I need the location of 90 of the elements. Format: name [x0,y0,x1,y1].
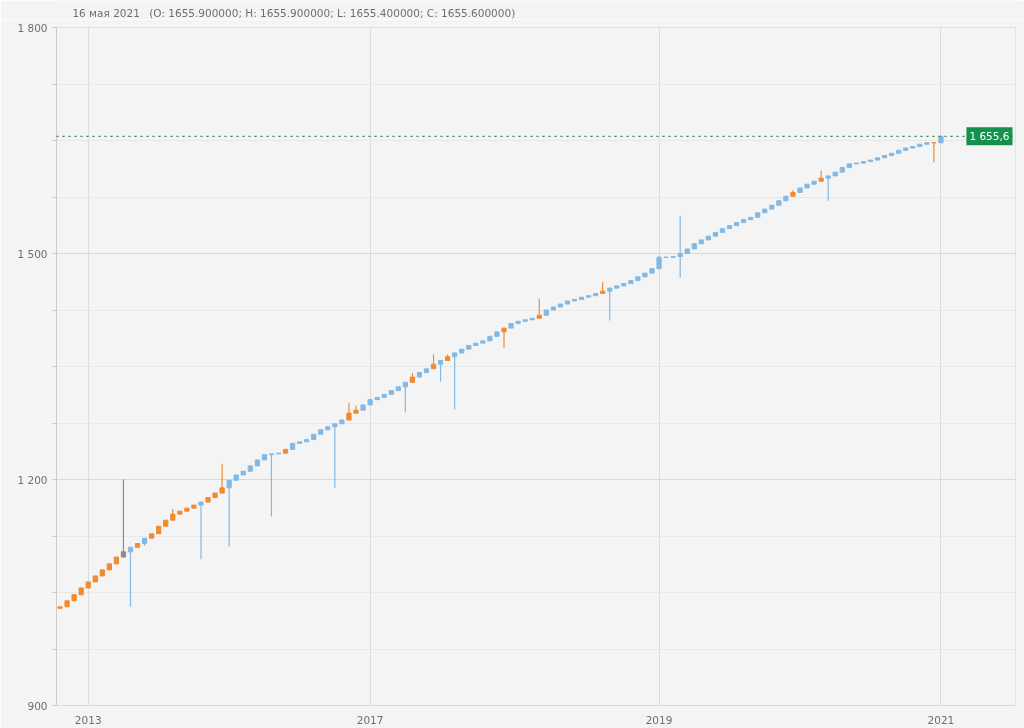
candlestick [642,272,648,278]
candlestick [896,149,902,154]
candlestick [219,463,225,494]
candlestick [346,402,352,421]
candlestick [783,195,789,202]
candlestick [564,300,571,305]
candlestick [797,187,803,193]
x-tick-label: 2019 [645,713,673,726]
candlestick [226,479,232,548]
candlestick [247,465,253,472]
candlestick [888,152,895,157]
candlestick [325,426,331,431]
candlestick [571,298,578,302]
candlestick [839,167,845,173]
candlestick [691,243,697,250]
candlestick [733,222,740,227]
candlestick [289,442,296,450]
candlestick [198,501,204,560]
y-tick-label: 1 200 [17,473,48,486]
candlestick [134,543,141,548]
candlestick [240,470,246,476]
candlestick [416,372,423,378]
candlestick [459,348,465,354]
chart-subtitle: (O: 1655.900000; H: 1655.900000; L: 1655.400000; C: 1655.600000) [149,6,516,19]
candlestick [339,419,345,425]
candlestick [395,386,401,392]
candlestick [755,212,761,218]
candlestick [99,569,105,577]
candlestick [698,239,704,245]
chart-title: 16 мая 2021 [72,6,140,19]
candlestick [543,309,549,316]
candlestick [353,405,359,414]
candlestick [120,478,127,558]
x-tick-label: 2021 [927,713,955,726]
candlestick [311,433,317,441]
candlestick [719,228,726,233]
candlestick [191,504,197,509]
x-tick-label: 2017 [356,713,384,726]
candlestick [593,292,599,297]
candlestick [381,393,387,398]
candlestick [452,352,458,411]
candlestick [585,295,592,298]
candlestick [614,285,620,289]
candlestick [268,453,275,518]
candlestick [423,368,430,374]
candlestick [621,283,627,287]
candlestick [557,303,563,308]
candlestick [741,219,747,224]
ref-line-label: 1 655,6 [969,130,1010,143]
y-tick-label: 900 [27,699,48,712]
candlestick [705,235,711,241]
candlestick [332,423,338,489]
candlestick [106,563,112,571]
candlestick [804,183,810,189]
candlestick [275,452,282,455]
candlestick [910,146,916,149]
candlestick [846,163,852,169]
candlestick [867,159,874,163]
candlestick [811,180,817,185]
candlestick [304,439,310,443]
y-tick-label: 1 500 [17,247,48,260]
candlestick [388,390,394,395]
candlestick [860,161,867,164]
candlestick [818,170,824,182]
candlestick [874,157,881,161]
candlestick [282,448,289,454]
candlestick [790,189,796,197]
candlestick [149,533,155,539]
candlestick [726,225,733,230]
candlestick [881,155,888,159]
candlestick [501,327,507,349]
candlestick [318,429,324,435]
candlestick [903,147,909,151]
candlestick [748,216,754,221]
candlestick [550,306,556,311]
candlestick [853,162,859,165]
candlestick [578,296,585,300]
candlestick [57,606,63,609]
candlestick [360,404,366,411]
candlestick [233,474,239,481]
candlestick [156,525,162,535]
candlestick [113,556,120,565]
y-tick-label: 1 800 [17,21,48,34]
candlestick [261,454,268,461]
candlestick [163,519,169,527]
candlestick [712,231,719,237]
candlestick [607,287,613,322]
candlestick [297,441,303,444]
x-tick-label: 2013 [74,713,102,726]
candlestick [254,459,260,467]
